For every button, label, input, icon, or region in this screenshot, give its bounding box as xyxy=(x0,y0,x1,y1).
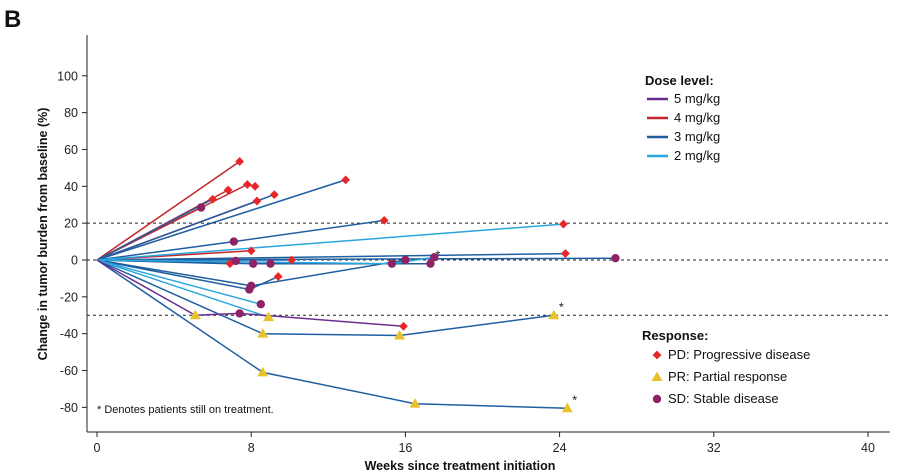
response-legend-label: SD: Stable disease xyxy=(668,391,779,406)
pd-diamond-marker xyxy=(399,321,408,331)
y-tick-label: 100 xyxy=(57,69,78,83)
series-lines xyxy=(96,160,616,410)
sd-circle-marker xyxy=(235,309,244,318)
y-tick-label: 40 xyxy=(64,180,78,194)
series-line xyxy=(96,259,554,337)
pd-diamond-marker xyxy=(242,180,252,189)
treatment-note: * Denotes patients still on treatment. xyxy=(97,404,274,416)
pd-diamond-marker xyxy=(379,215,389,225)
y-tick-label: 80 xyxy=(64,106,78,120)
series-line xyxy=(96,160,241,261)
dose-legend-label: 4 mg/kg xyxy=(674,110,720,125)
series-line xyxy=(96,193,275,261)
series-line xyxy=(96,259,568,410)
sd-circle-marker xyxy=(247,281,256,290)
sd-circle-marker xyxy=(426,259,435,268)
ongoing-asterisk: * xyxy=(572,393,577,407)
dose-legend-label: 5 mg/kg xyxy=(674,91,720,106)
series-line xyxy=(96,219,385,261)
sd-circle-marker xyxy=(611,253,620,263)
pr-triangle-marker xyxy=(257,366,269,377)
sd-circle-marker xyxy=(266,259,275,268)
pd-diamond-marker xyxy=(250,181,260,191)
pr-triangle-marker xyxy=(263,311,275,322)
sd-circle-marker xyxy=(256,300,266,309)
x-tick-label: 0 xyxy=(94,441,101,455)
x-axis-title: Weeks since treatment initiation xyxy=(365,459,556,473)
series-line xyxy=(96,259,404,328)
sd-circle-marker xyxy=(430,253,439,262)
x-tick-label: 32 xyxy=(707,441,721,455)
series-line xyxy=(96,252,566,261)
response-legend-title: Response: xyxy=(642,328,708,343)
y-tick-label: -20 xyxy=(60,290,78,304)
pr-triangle-marker xyxy=(409,398,421,408)
x-tick-label: 40 xyxy=(861,441,875,455)
series-line xyxy=(96,259,261,305)
pr-triangle-marker xyxy=(394,330,406,340)
series-markers xyxy=(189,157,620,413)
x-ticks: 0 8 16 24 32 40 xyxy=(94,432,875,455)
pd-diamond-marker xyxy=(560,249,570,258)
pd-diamond-marker xyxy=(208,194,218,204)
ongoing-markers: * * * xyxy=(435,249,577,408)
y-ticks: -80 -60 -40 -20 0 20 40 60 80 100 xyxy=(57,69,87,415)
y-tick-label: 20 xyxy=(64,217,78,231)
y-tick-label: -60 xyxy=(60,364,78,378)
pd-diamond-marker xyxy=(269,190,279,200)
sd-circle-marker xyxy=(196,203,206,212)
series-line xyxy=(96,198,213,261)
pr-triangle-marker xyxy=(561,402,573,413)
y-tick-label: -40 xyxy=(60,327,78,341)
series-line xyxy=(96,259,269,318)
series-line xyxy=(96,179,346,261)
panel-label: B xyxy=(4,6,21,33)
y-axis-title: Change in tumor burden from baseline (%) xyxy=(36,108,50,361)
response-legend-label: PR: Partial response xyxy=(668,369,787,384)
pd-diamond-marker xyxy=(223,185,233,195)
x-tick-label: 24 xyxy=(553,441,567,455)
dose-legend: Dose level: 5 mg/kg 4 mg/kg 3 mg/kg 2 mg/kg xyxy=(645,73,720,163)
ongoing-asterisk: * xyxy=(435,249,440,263)
dose-legend-label: 3 mg/kg xyxy=(674,129,720,144)
pd-diamond-marker xyxy=(559,219,568,229)
pr-triangle-marker xyxy=(257,328,269,338)
pr-triangle-marker xyxy=(189,309,201,320)
dose-legend-title: Dose level: xyxy=(645,73,714,88)
y-tick-label: 0 xyxy=(71,254,78,268)
pd-diamond-marker xyxy=(341,175,351,185)
pd-diamond-marker-legend xyxy=(652,350,662,360)
response-legend-label: PD: Progressive disease xyxy=(668,347,810,362)
axes xyxy=(86,35,890,433)
response-legend: Response: PD: Progressive disease PR: Par… xyxy=(642,328,810,406)
x-tick-label: 16 xyxy=(398,441,412,455)
pr-triangle-marker xyxy=(548,309,560,320)
ongoing-asterisk: * xyxy=(559,300,564,314)
pd-diamond-marker xyxy=(273,272,283,281)
pd-diamond-marker xyxy=(252,196,262,206)
y-tick-label: -80 xyxy=(60,401,78,415)
sd-circle-marker xyxy=(387,259,397,268)
pr-triangle-marker-legend xyxy=(651,371,663,381)
sd-circle-marker xyxy=(231,256,240,266)
series-line xyxy=(96,223,564,261)
sd-circle-marker xyxy=(401,255,410,265)
sd-circle-marker-legend xyxy=(652,394,662,404)
reference-lines xyxy=(87,222,890,316)
sd-circle-marker xyxy=(229,237,239,246)
pd-diamond-marker xyxy=(287,255,297,265)
pd-diamond-marker xyxy=(246,246,256,256)
y-tick-label: 60 xyxy=(64,143,78,157)
dose-legend-label: 2 mg/kg xyxy=(674,148,720,163)
pd-diamond-marker xyxy=(235,157,245,166)
sd-circle-marker xyxy=(248,259,258,268)
x-tick-label: 8 xyxy=(248,441,255,455)
